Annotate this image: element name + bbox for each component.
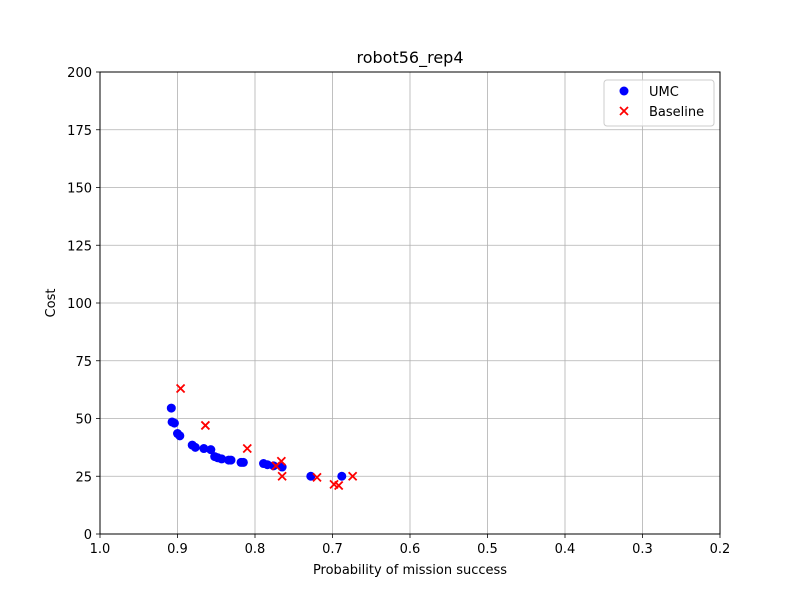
umc-point (269, 461, 279, 471)
x-tick-label: 0.9 (167, 542, 188, 557)
y-tick-label: 0 (84, 528, 92, 543)
x-tick-label: 0.8 (245, 542, 266, 557)
data-points (166, 383, 358, 491)
baseline-point (334, 480, 344, 491)
axis-ticks: 1.0 0.9 0.8 0.7 0.6 0.5 0.4 0.3 0.2 0 25 50 75 100 125… (67, 66, 730, 557)
y-tick-label: 150 (67, 182, 92, 197)
x-tick-label: 1.0 (90, 542, 111, 557)
chart-title: robot56_rep4 (357, 48, 464, 68)
x-tick-label: 0.7 (322, 542, 343, 557)
x-tick-label: 0.5 (477, 542, 498, 557)
y-tick-label: 100 (67, 297, 92, 312)
baseline-point (312, 472, 322, 483)
x-tick-label: 0.2 (710, 542, 731, 557)
grid (99, 71, 721, 535)
x-axis-label: Probability of mission success (313, 563, 507, 578)
y-tick-label: 25 (75, 470, 92, 485)
umc-point (337, 471, 347, 481)
legend-box (603, 79, 715, 127)
y-tick-label: 50 (75, 413, 92, 428)
umc-point (190, 442, 200, 452)
baseline-point (200, 420, 211, 431)
y-tick-label: 175 (67, 124, 92, 139)
x-tick-label: 0.4 (555, 542, 576, 557)
x-tick-label: 0.6 (400, 542, 421, 557)
umc-point (238, 457, 248, 467)
x-tick-label: 0.3 (632, 542, 653, 557)
legend-label-umc: UMC (649, 85, 679, 100)
umc-point (206, 445, 216, 455)
umc-point (166, 403, 176, 413)
umc-point (199, 444, 209, 454)
baseline-point (277, 471, 287, 481)
umc-point (175, 431, 185, 441)
legend-label-baseline: Baseline (649, 105, 704, 120)
y-tick-label: 200 (67, 66, 92, 81)
baseline-point (271, 461, 281, 471)
y-axis-label: Cost (44, 289, 59, 318)
umc-point (226, 455, 236, 465)
umc-point (169, 418, 179, 428)
y-tick-label: 75 (75, 355, 92, 370)
baseline-point (175, 383, 186, 394)
umc-point (217, 454, 227, 464)
legend-marker-baseline (619, 106, 629, 116)
baseline-point (348, 471, 358, 481)
y-tick-label: 125 (67, 239, 92, 254)
legend: UMC Baseline (603, 79, 715, 127)
baseline-point (242, 443, 252, 454)
legend-marker-umc (619, 86, 629, 96)
